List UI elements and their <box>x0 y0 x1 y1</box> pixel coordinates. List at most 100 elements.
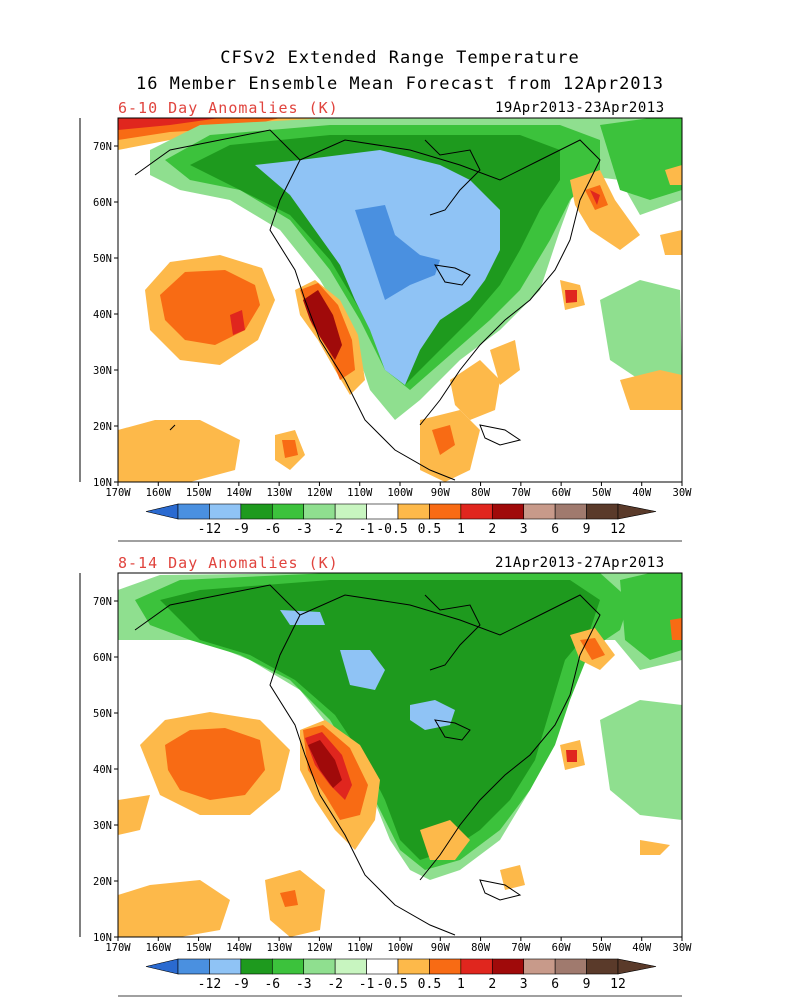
colorbar-label: 9 <box>583 977 591 992</box>
colorbar-swatch <box>460 958 493 975</box>
colorbar-right-arrow <box>617 958 657 975</box>
lon-tick-label: 170W <box>105 942 131 954</box>
lat-tick-label: 60N <box>93 197 112 209</box>
lon-tick-label: 140W <box>226 487 252 499</box>
colorbar-label: -12 <box>198 522 221 537</box>
lon-tick-label: 150W <box>186 487 212 499</box>
colorbar-label: -9 <box>233 522 249 537</box>
colorbar-label: 3 <box>520 977 528 992</box>
colorbar-label: -1 <box>359 977 375 992</box>
colorbar-swatch <box>397 958 430 975</box>
title-line-2: 16 Member Ensemble Mean Forecast from 12… <box>135 74 665 94</box>
colorbar-swatch <box>209 958 242 975</box>
panel2-date-range: 21Apr2013-27Apr2013 <box>495 555 665 571</box>
panel1-date-range: 19Apr2013-23Apr2013 <box>495 100 665 116</box>
lon-tick-label: 130W <box>266 487 292 499</box>
colorbar-swatch <box>491 958 525 975</box>
title-line-1: CFSv2 Extended Range Temperature <box>220 48 580 68</box>
lon-tick-label: 30W <box>673 942 693 954</box>
lon-tick-label: 70W <box>511 942 531 954</box>
lon-tick-label: 70W <box>511 487 531 499</box>
lat-tick-label: 20N <box>93 421 112 433</box>
lat-tick-label: 60N <box>93 652 112 664</box>
lon-tick-label: 50W <box>592 487 612 499</box>
colorbar-swatch <box>523 503 556 520</box>
colorbar-swatch <box>240 503 273 520</box>
panel1-coastlines <box>134 129 601 481</box>
colorbar-left-arrow <box>145 503 179 520</box>
lat-tick-label: 50N <box>93 253 112 265</box>
colorbar-swatch <box>177 503 210 520</box>
colorbar-swatch <box>240 958 273 975</box>
colorbar-label: 1 <box>457 522 465 537</box>
colorbar-label: -12 <box>198 977 221 992</box>
colorbar-1: -12 -9 -6 -3 -2 -1 -0.5 0.5 1 2 3 6 9 12 <box>118 503 682 542</box>
colorbar-label: 2 <box>488 977 496 992</box>
lon-tick-label: 130W <box>266 942 292 954</box>
colorbar-label: -1 <box>359 522 375 537</box>
colorbar-swatch <box>554 958 587 975</box>
lon-tick-label: 50W <box>592 942 612 954</box>
lon-tick-label: 80W <box>471 942 491 954</box>
colorbar-swatch <box>271 958 305 975</box>
colorbar-label: 12 <box>610 522 626 537</box>
colorbar-label: -3 <box>296 977 312 992</box>
colorbar-swatch <box>366 958 399 975</box>
lon-tick-label: 150W <box>186 942 212 954</box>
lon-tick-label: 80W <box>471 487 491 499</box>
panel2-coastlines <box>134 584 601 936</box>
colorbar-swatch <box>460 503 493 520</box>
colorbar-swatch <box>491 503 525 520</box>
colorbar-swatch <box>334 503 367 520</box>
colorbar-swatch <box>429 958 462 975</box>
colorbar-left-arrow <box>145 958 179 975</box>
lat-tick-label: 50N <box>93 708 112 720</box>
colorbar-label: 6 <box>551 977 559 992</box>
lon-tick-label: 120W <box>307 487 333 499</box>
colorbar-swatch <box>209 503 242 520</box>
colorbar-label: 1 <box>457 977 465 992</box>
lat-tick-label: 20N <box>93 876 112 888</box>
lon-tick-label: 90W <box>431 942 451 954</box>
colorbar-label: 6 <box>551 522 559 537</box>
lon-tick-label: 40W <box>632 942 652 954</box>
colorbar-swatch <box>586 958 619 975</box>
colorbar-label: -9 <box>233 977 249 992</box>
lon-tick-label: 160W <box>146 942 172 954</box>
colorbar-swatch <box>177 958 210 975</box>
lon-tick-label: 100W <box>387 942 413 954</box>
colorbar-swatch <box>554 503 587 520</box>
lat-tick-label: 70N <box>93 141 112 153</box>
colorbar-label: -6 <box>264 977 280 992</box>
colorbar-swatch <box>523 958 556 975</box>
lat-tick-label: 40N <box>93 764 112 776</box>
panel2-anomaly-field <box>118 573 682 937</box>
colorbar-2: -12 -9 -6 -3 -2 -1 -0.5 0.5 1 2 3 6 9 12 <box>118 958 682 997</box>
lat-tick-label: 40N <box>93 309 112 321</box>
colorbar-label: -0.5 <box>376 977 407 992</box>
colorbar-label: 2 <box>488 522 496 537</box>
colorbar-swatch <box>586 503 619 520</box>
colorbar-right-arrow <box>617 503 657 520</box>
lat-tick-label: 30N <box>93 820 112 832</box>
colorbar-swatch <box>303 958 336 975</box>
colorbar-label: 0.5 <box>418 977 441 992</box>
colorbar-label: 3 <box>520 522 528 537</box>
lon-tick-label: 110W <box>347 487 373 499</box>
colorbar-swatch <box>397 503 430 520</box>
panel2-title: 8-14 Day Anomalies (K) <box>118 554 339 572</box>
colorbar-label: -0.5 <box>376 522 407 537</box>
lon-tick-label: 30W <box>673 487 693 499</box>
colorbar-label: -2 <box>327 977 343 992</box>
lon-tick-label: 140W <box>226 942 252 954</box>
lon-tick-label: 100W <box>387 487 413 499</box>
colorbar-label: -6 <box>264 522 280 537</box>
lon-tick-label: 90W <box>431 487 451 499</box>
lon-tick-label: 60W <box>552 487 572 499</box>
colorbar-swatch <box>429 503 462 520</box>
colorbar-label: -2 <box>327 522 343 537</box>
